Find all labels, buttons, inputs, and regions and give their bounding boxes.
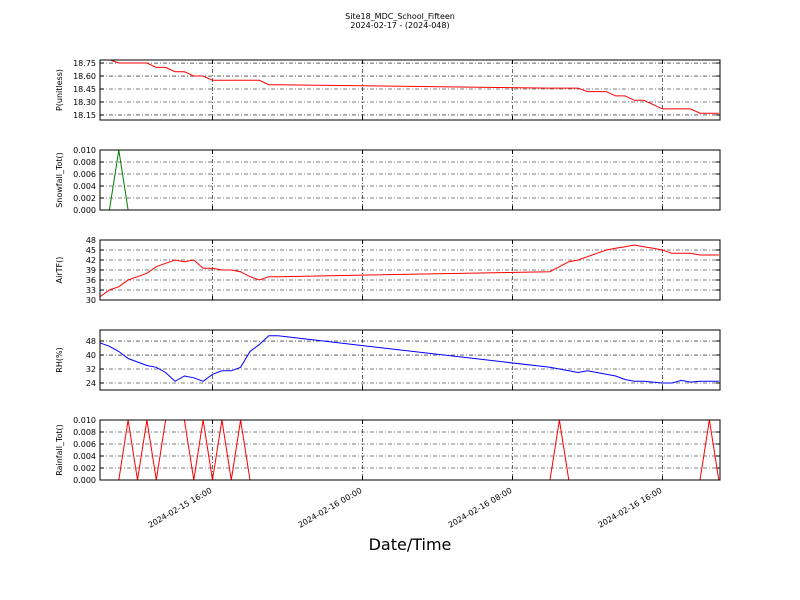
axes-frame xyxy=(99,149,721,211)
y-tick-label: 0.002 xyxy=(73,194,96,203)
y-tick-label: 0.004 xyxy=(73,182,96,191)
y-tick-label: 18.75 xyxy=(73,59,96,68)
y-tick-label: 36 xyxy=(86,276,96,285)
data-line xyxy=(100,335,719,384)
plot-area xyxy=(100,244,719,298)
x-axis-label: Date/Time xyxy=(369,535,452,554)
axes-frame xyxy=(99,59,721,121)
data-line xyxy=(100,244,719,298)
y-axis-label: RH(%) xyxy=(55,347,64,372)
y-axis-label: P(unitless) xyxy=(55,69,64,111)
y-tick-label: 0.004 xyxy=(73,452,96,461)
y-tick-label: 39 xyxy=(86,266,96,275)
data-line xyxy=(100,420,720,480)
y-tick-label: 0.002 xyxy=(73,464,96,473)
y-tick-label: 18.30 xyxy=(73,98,96,107)
y-tick-label: 42 xyxy=(86,256,96,265)
y-tick-label: 0.000 xyxy=(73,476,96,485)
y-tick-label: 0.008 xyxy=(73,158,96,167)
data-line xyxy=(100,60,719,114)
y-tick-label: 48 xyxy=(86,236,96,245)
axes-frame xyxy=(99,329,721,391)
y-axis-label: Rainfall_Tot() xyxy=(55,424,64,476)
y-tick-label: 0.008 xyxy=(73,428,96,437)
y-tick-label: 0.006 xyxy=(73,170,96,179)
chart-title: Site18_MDC_School_Fifteen xyxy=(345,12,455,21)
y-tick-label: 0.010 xyxy=(73,416,96,425)
y-tick-label: 18.60 xyxy=(73,72,96,81)
y-tick-label: 45 xyxy=(86,246,96,255)
y-tick-label: 48 xyxy=(86,337,96,346)
plot-area xyxy=(100,420,720,480)
y-tick-label: 33 xyxy=(86,286,96,295)
axes-frame xyxy=(99,419,721,481)
y-tick-label: 0.010 xyxy=(73,146,96,155)
y-axis-label: AirTF() xyxy=(55,257,64,284)
y-tick-label: 18.15 xyxy=(73,111,96,120)
y-tick-label: 18.45 xyxy=(73,85,96,94)
axes-frame xyxy=(99,239,721,301)
y-tick-label: 0.000 xyxy=(73,206,96,215)
chart-subtitle: 2024-02-17 - (2024-048) xyxy=(350,21,449,30)
y-tick-label: 40 xyxy=(86,351,96,360)
y-tick-label: 32 xyxy=(86,365,96,374)
plot-area xyxy=(100,60,719,114)
y-tick-label: 30 xyxy=(86,296,96,305)
y-tick-label: 24 xyxy=(86,379,96,388)
y-axis-label: Snowfall_Tot() xyxy=(55,152,64,208)
plot-area xyxy=(100,335,719,384)
y-tick-label: 0.006 xyxy=(73,440,96,449)
